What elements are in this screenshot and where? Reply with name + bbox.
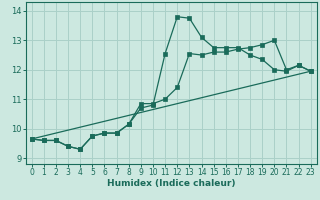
X-axis label: Humidex (Indice chaleur): Humidex (Indice chaleur)	[107, 179, 236, 188]
